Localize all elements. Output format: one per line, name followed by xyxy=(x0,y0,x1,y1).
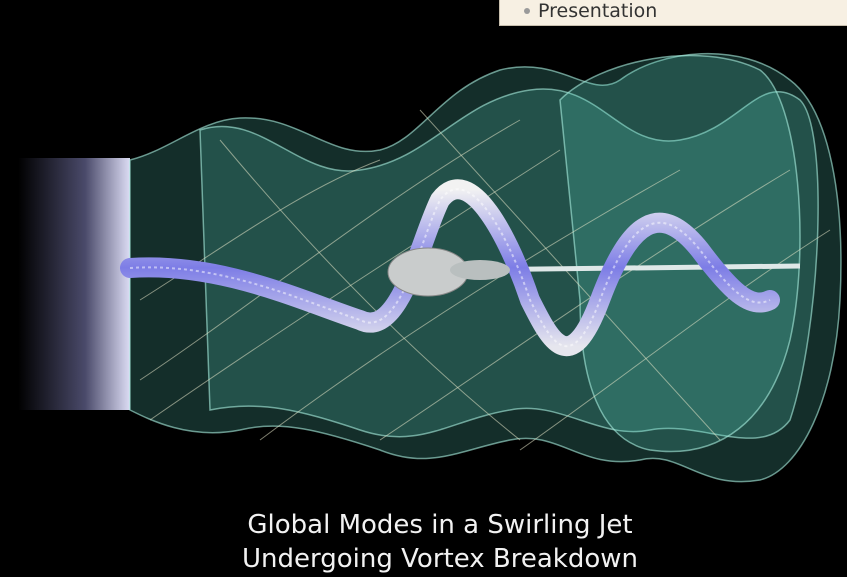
menu: Presentation xyxy=(499,0,847,26)
caption-line: Undergoing Vortex Breakdown xyxy=(0,542,847,576)
menu-item[interactable]: Presentation xyxy=(538,0,657,23)
breakdown-tail xyxy=(450,260,510,280)
caption: Global Modes in a Swirling Jet Undergoin… xyxy=(0,508,847,576)
nozzle xyxy=(18,158,130,410)
slide: Presentation Global Modes in a Swirling … xyxy=(0,0,847,577)
bullet xyxy=(524,8,530,14)
caption-line: Global Modes in a Swirling Jet xyxy=(0,508,847,542)
vortex-visualization xyxy=(0,0,847,577)
